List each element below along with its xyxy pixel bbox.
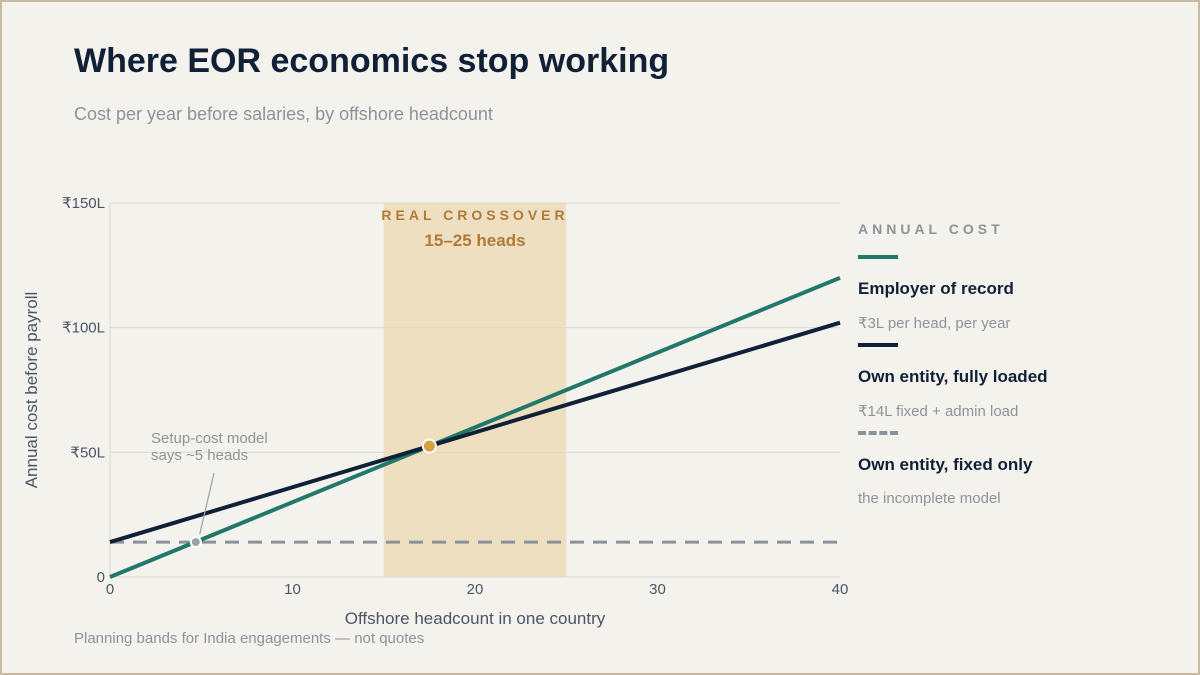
footnote: Planning bands for India engagements — n… bbox=[74, 630, 425, 647]
setup-cost-point bbox=[189, 536, 202, 549]
legend-name-own-entity-loaded: Own entity, fully loaded bbox=[858, 367, 1048, 386]
crossover-band-sublabel: 15–25 heads bbox=[424, 231, 525, 250]
legend-swatch-own-entity-fixed bbox=[858, 431, 898, 435]
legend-desc-eor: ₹3L per head, per year bbox=[858, 315, 1011, 332]
y-axis-title: Annual cost before payroll bbox=[22, 292, 41, 489]
x-axis-title: Offshore headcount in one country bbox=[345, 609, 606, 628]
series-line-employer-of-record bbox=[109, 275, 841, 579]
annotation-text-line-0: Setup-cost model bbox=[151, 430, 268, 447]
legend-name-own-entity-fixed: Own entity, fixed only bbox=[858, 455, 1033, 474]
annotation-text-line-1: says ~5 heads bbox=[151, 447, 248, 464]
x-tick-label-3: 30 bbox=[649, 581, 666, 598]
legend-desc-own-entity-loaded: ₹14L fixed + admin load bbox=[858, 403, 1019, 420]
y-tick-label-1: ₹50L bbox=[70, 444, 105, 461]
x-tick-label-0: 0 bbox=[106, 581, 114, 598]
legend-name-eor: Employer of record bbox=[858, 279, 1014, 298]
legend-desc-own-entity-fixed: the incomplete model bbox=[858, 490, 1001, 507]
x-tick-label-4: 40 bbox=[832, 581, 849, 598]
legend-swatch-eor bbox=[858, 255, 898, 259]
y-tick-label-0: 0 bbox=[97, 569, 105, 586]
y-tick-label-2: ₹100L bbox=[62, 320, 105, 337]
y-tick-label-3: ₹150L bbox=[62, 195, 105, 212]
series-line-own-entity-fully-loaded bbox=[109, 320, 841, 545]
x-tick-label-2: 20 bbox=[467, 581, 484, 598]
crossover-band bbox=[383, 203, 567, 577]
legend-heading: ANNUAL COST bbox=[858, 221, 1004, 237]
crossover-band-label: REAL CROSSOVER bbox=[381, 207, 568, 223]
crossover-point bbox=[421, 438, 437, 454]
legend-swatch-own-entity-loaded bbox=[858, 343, 898, 347]
chart-title: Where EOR economics stop working bbox=[74, 42, 670, 80]
annotation-leader bbox=[199, 472, 215, 535]
x-tick-label-1: 10 bbox=[284, 581, 301, 598]
chart-subtitle: Cost per year before salaries, by offsho… bbox=[74, 104, 493, 124]
